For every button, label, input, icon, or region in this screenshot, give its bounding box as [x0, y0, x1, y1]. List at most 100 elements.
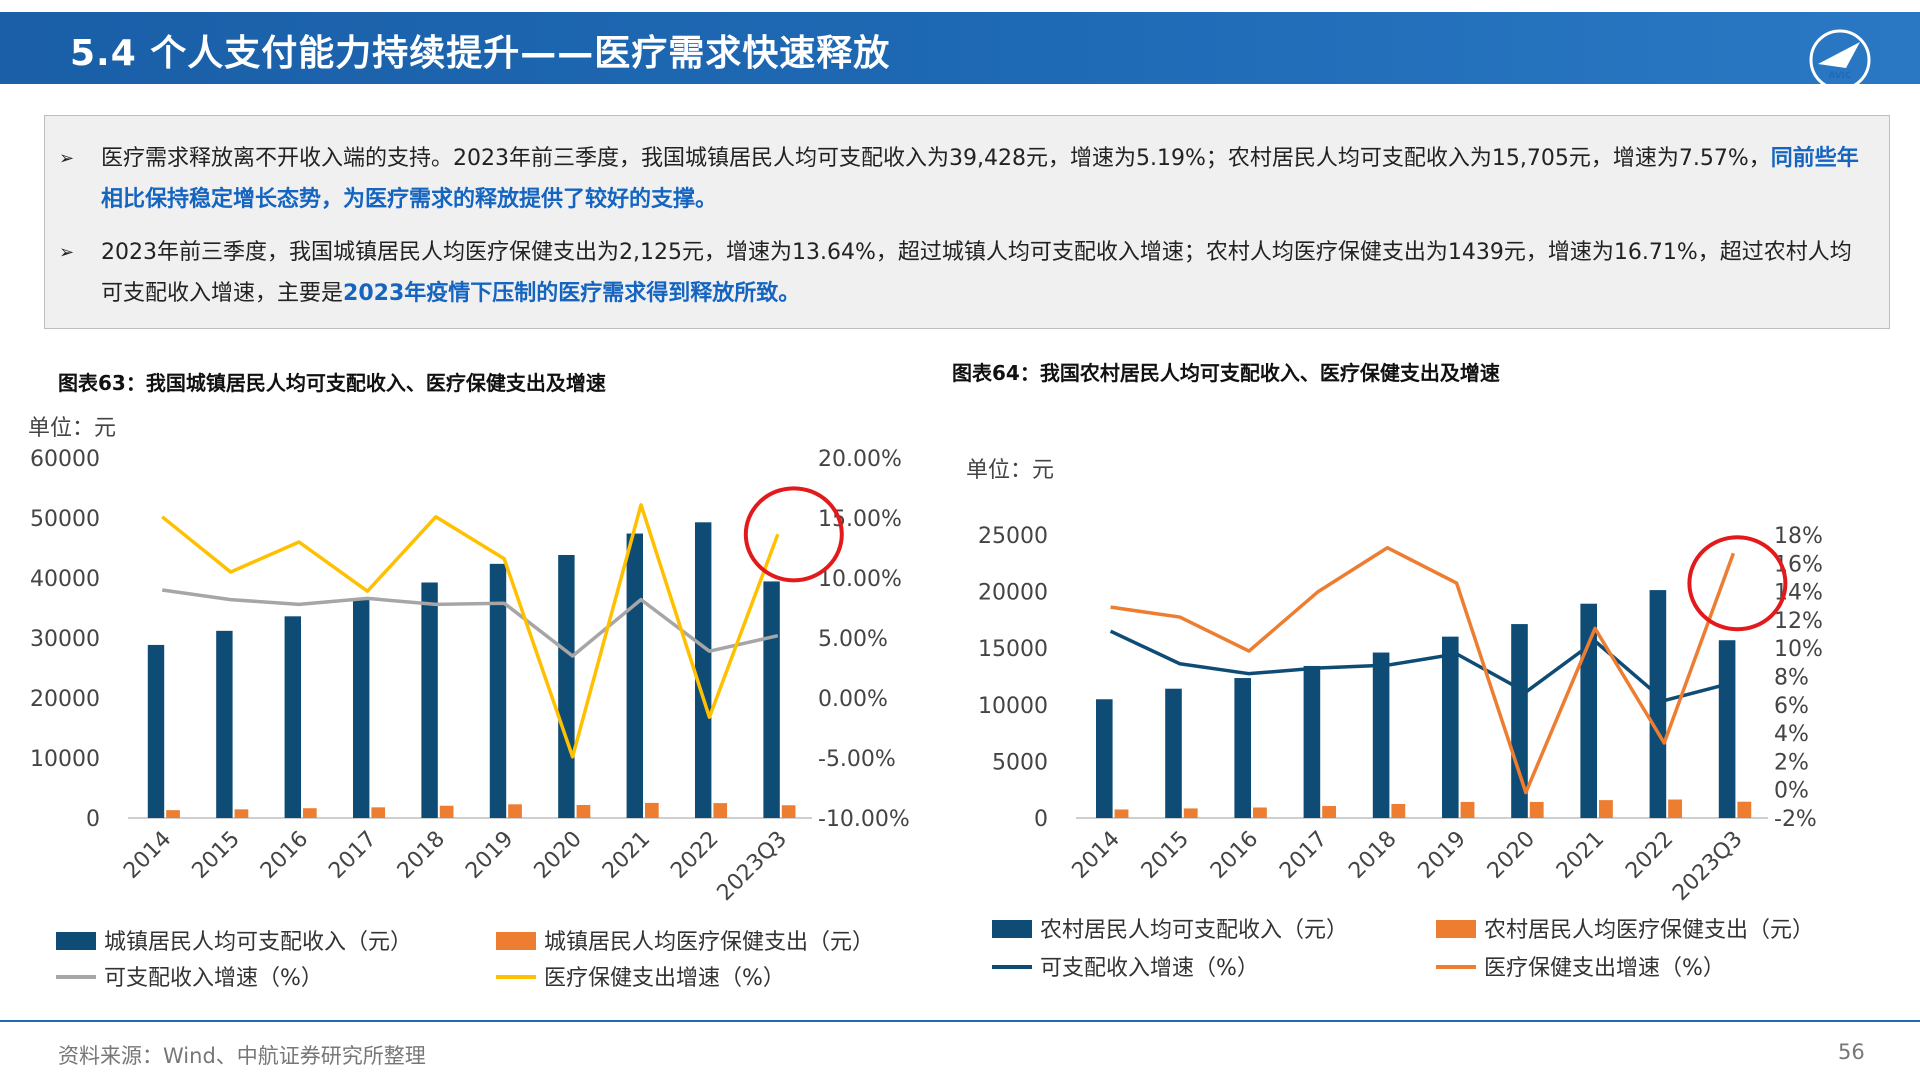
- medical-spend-bar: [166, 810, 180, 818]
- medical-growth-line: [161, 503, 780, 759]
- avic-logo: AVIC: [1809, 29, 1871, 91]
- medical-spend-bar: [439, 805, 454, 818]
- legend-swatch: [992, 920, 1032, 938]
- bullet-arrow-icon: ➢: [59, 148, 75, 169]
- right-axis-tick: 6%: [1774, 694, 1809, 719]
- legend-label: 城镇居民人均可支配收入（元）: [104, 930, 412, 955]
- x-axis-tick: 2014: [119, 827, 176, 884]
- summary-box: ➢ 医疗需求释放离不开收入端的支持。2023年前三季度，我国城镇居民人均可支配收…: [44, 115, 1890, 329]
- x-axis-tick: 2016: [256, 827, 313, 884]
- medical-spend-bar: [508, 804, 522, 818]
- medical-spend-bar: [781, 805, 796, 818]
- income-growth-line: [1109, 629, 1734, 703]
- x-axis-tick: 2014: [1068, 827, 1125, 884]
- left-axis-tick: 50000: [30, 507, 100, 532]
- left-axis-tick: 0: [86, 807, 100, 832]
- left-axis-tick: 60000: [30, 447, 100, 472]
- legend-swatch: [56, 932, 96, 950]
- medical-spend-bar: [1460, 801, 1475, 818]
- medical-spend-bar: [1391, 803, 1406, 818]
- x-axis-tick: 2023Q3: [1668, 827, 1747, 906]
- income-bar: [1718, 640, 1736, 818]
- bullet-arrow-icon: ➢: [59, 242, 75, 263]
- left-axis-tick: 30000: [30, 627, 100, 652]
- figure-64-title: 图表64：我国农村居民人均可支配收入、医疗保健支出及增速: [952, 361, 1500, 385]
- medical-spend-bar: [1114, 809, 1129, 818]
- unit-label: 单位：元: [966, 458, 1054, 483]
- right-axis-tick: 2%: [1774, 750, 1809, 775]
- legend-label: 城镇居民人均医疗保健支出（元）: [544, 930, 874, 955]
- right-axis-tick: 0.00%: [818, 687, 888, 712]
- legend-label: 可支配收入增速（%）: [1040, 956, 1259, 981]
- x-axis-tick: 2021: [1552, 827, 1609, 884]
- legend-swatch: [496, 932, 536, 950]
- medical-spend-bar: [1737, 801, 1752, 818]
- legend-swatch: [1436, 920, 1476, 938]
- right-axis-tick: 8%: [1774, 666, 1809, 691]
- bullet-1-text: 医疗需求释放离不开收入端的支持。2023年前三季度，我国城镇居民人均可支配收入为…: [101, 146, 1771, 171]
- medical-spend-bar: [1183, 808, 1198, 818]
- legend-label: 可支配收入增速（%）: [104, 966, 323, 991]
- right-axis-tick: 5.00%: [818, 627, 888, 652]
- x-axis-tick: 2019: [461, 827, 518, 884]
- income-bar: [626, 533, 643, 818]
- x-axis-tick: 2015: [1137, 827, 1194, 884]
- income-bar: [216, 630, 233, 818]
- medical-spend-bar: [303, 808, 317, 818]
- right-axis-tick: 10.00%: [818, 567, 902, 592]
- rural-income-chart: 单位：元 0 5000 10000 15000 20000 25000 -2% 0% 2% 4% 6%…: [966, 458, 1823, 981]
- right-axis-tick: 4%: [1774, 722, 1809, 747]
- left-axis-tick: 15000: [978, 637, 1048, 662]
- right-axis-tick: 0%: [1774, 779, 1809, 804]
- income-bar: [1165, 688, 1182, 818]
- income-bar: [1234, 678, 1251, 818]
- income-bar: [763, 581, 780, 818]
- right-axis-tick: -10.00%: [818, 807, 910, 832]
- medical-spend-bar: [371, 807, 386, 818]
- page-number: 56: [1838, 1040, 1865, 1064]
- summary-bullet-2: ➢ 2023年前三季度，我国城镇居民人均医疗保健支出为2,125元，增速为13.…: [59, 232, 1869, 314]
- x-axis-tick: 2016: [1206, 827, 1263, 884]
- income-bar: [1441, 636, 1459, 818]
- left-axis-tick: 0: [1034, 807, 1048, 832]
- right-axis-tick: 12%: [1774, 609, 1823, 634]
- right-axis-tick: 18%: [1774, 524, 1823, 549]
- x-axis-tick: 2023Q3: [713, 827, 792, 906]
- right-axis-tick: 15.00%: [818, 507, 902, 532]
- page-title: 5.4 个人支付能力持续提升——医疗需求快速释放: [70, 33, 891, 74]
- highlight-circle: [743, 486, 844, 583]
- medical-spend-bar: [576, 804, 591, 818]
- left-axis-tick: 40000: [30, 567, 100, 592]
- source-note: 资料来源：Wind、中航证券研究所整理: [58, 1044, 426, 1068]
- urban-income-chart: 单位：元 0 10000 20000 30000 40000 50000 60000 -10.0…: [28, 416, 910, 991]
- income-bar: [421, 582, 438, 818]
- income-bar: [1303, 665, 1321, 818]
- income-bar: [284, 616, 301, 818]
- x-axis-tick: 2022: [1621, 827, 1678, 884]
- income-bar: [1511, 624, 1528, 818]
- x-axis-tick: 2022: [666, 827, 723, 884]
- left-axis-tick: 5000: [992, 750, 1048, 775]
- x-axis-tick: 2018: [393, 827, 450, 884]
- x-axis-tick: 2017: [1275, 827, 1332, 884]
- income-bar: [352, 599, 370, 818]
- income-bar: [1649, 590, 1667, 818]
- income-bar: [147, 644, 165, 818]
- right-axis-tick: -5.00%: [818, 747, 896, 772]
- x-axis-tick: 2018: [1344, 827, 1401, 884]
- right-axis-tick: 20.00%: [818, 447, 902, 472]
- x-axis-tick: 2021: [598, 827, 655, 884]
- left-axis-tick: 10000: [30, 747, 100, 772]
- x-axis-tick: 2017: [324, 827, 381, 884]
- medical-spend-bar: [645, 802, 659, 818]
- logo-text: AVIC: [1828, 71, 1852, 81]
- income-bar: [558, 554, 575, 818]
- right-axis-tick: -2%: [1774, 807, 1817, 832]
- medical-spend-bar: [1599, 800, 1613, 818]
- bullet-1-highlight: 同前些年相比保持稳定增长态势，为医疗需求的释放提供了较好的支撑。: [101, 146, 1859, 212]
- left-axis-tick: 20000: [30, 687, 100, 712]
- left-axis-tick: 25000: [978, 524, 1048, 549]
- legend-label: 医疗保健支出增速（%）: [544, 966, 785, 991]
- summary-bullet-1: ➢ 医疗需求释放离不开收入端的支持。2023年前三季度，我国城镇居民人均可支配收…: [59, 138, 1869, 220]
- medical-spend-bar: [1322, 806, 1337, 818]
